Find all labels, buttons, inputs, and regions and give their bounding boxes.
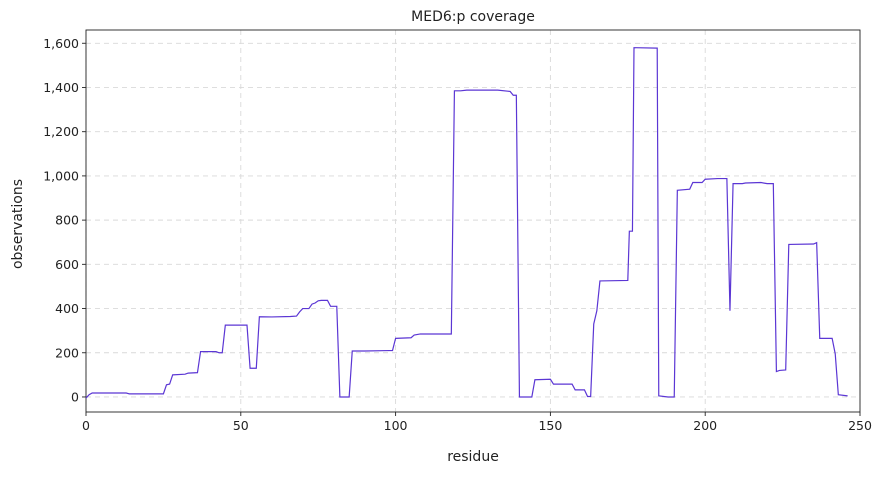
x-tick-label: 250 <box>848 418 872 433</box>
x-tick-label: 0 <box>82 418 90 433</box>
y-tick-label: 1,000 <box>43 168 79 183</box>
x-tick-label: 100 <box>384 418 408 433</box>
y-tick-label: 200 <box>55 345 79 360</box>
x-tick-label: 50 <box>233 418 249 433</box>
y-axis-label: observations <box>10 179 26 269</box>
data-line <box>85 47 848 399</box>
plot-frame <box>85 29 861 413</box>
x-tick-label: 200 <box>693 418 717 433</box>
y-tick-label: 0 <box>71 389 79 404</box>
y-tick-label: 400 <box>55 301 79 316</box>
y-tick-label: 800 <box>55 213 79 228</box>
y-tick-label: 1,400 <box>43 80 79 95</box>
y-tick-label: 1,200 <box>43 124 79 139</box>
x-tick-label: 150 <box>538 418 562 433</box>
chart-title: MED6:p coverage <box>411 9 535 25</box>
y-tick-label: 1,600 <box>43 36 79 51</box>
x-axis-label: residue <box>447 449 499 465</box>
y-tick-label: 600 <box>55 257 79 272</box>
